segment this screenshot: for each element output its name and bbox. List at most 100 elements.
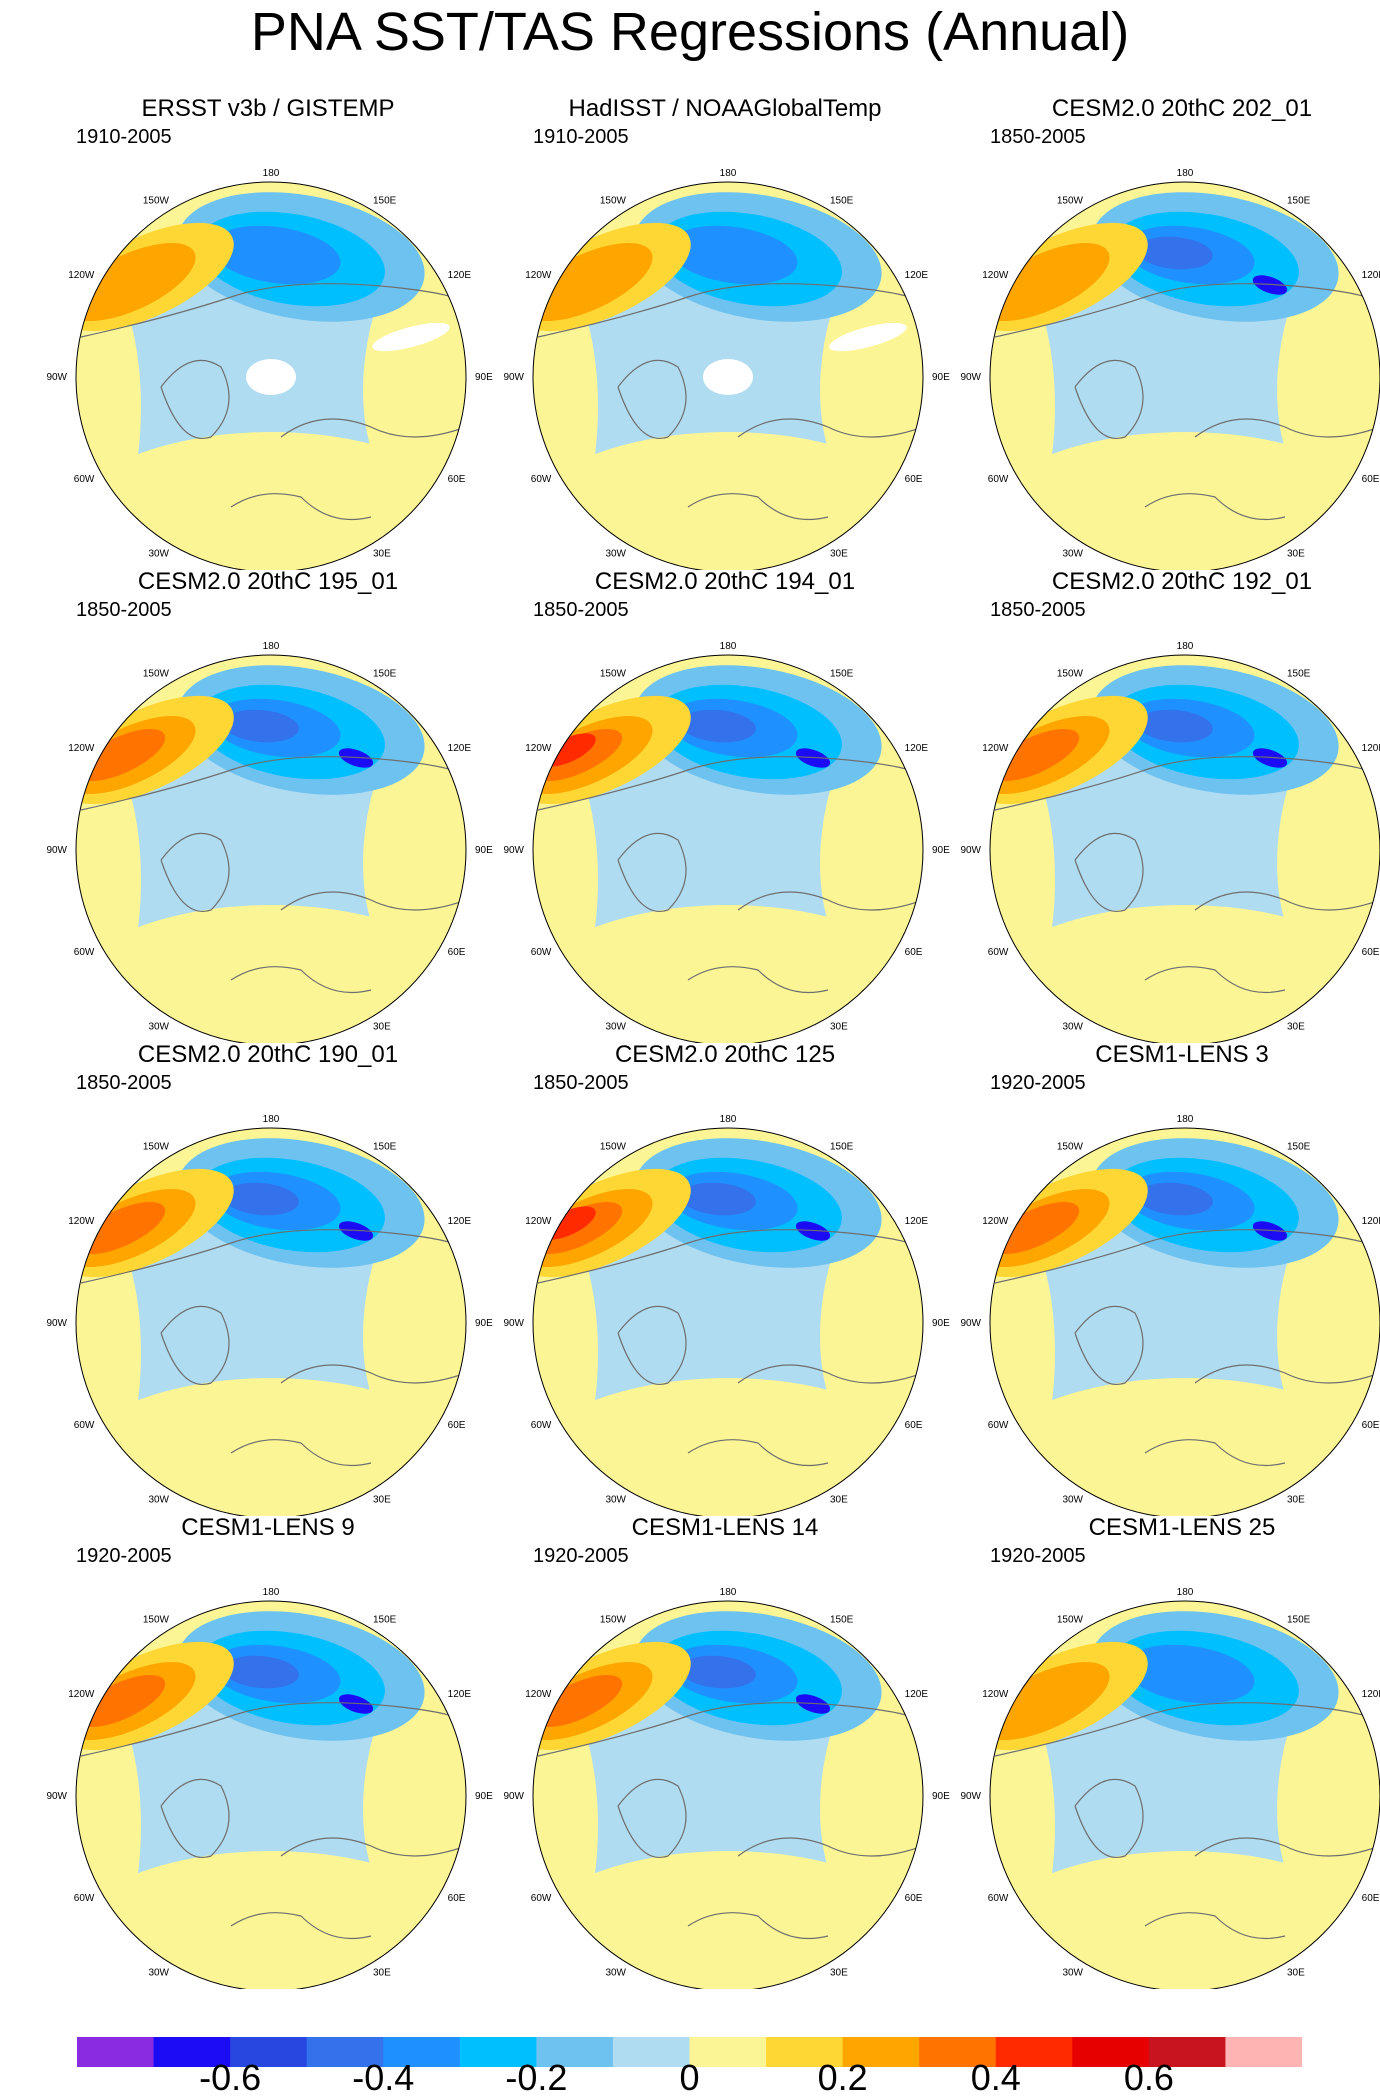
greenland-outline [1074,359,1144,439]
pacific-cold-core [680,709,756,743]
panel-period: 1850-2005 [533,1072,629,1094]
lon-label-ene: 120E [905,743,929,754]
eurasia-coastline [737,1837,923,1857]
pacific-cold-core [223,709,299,743]
polar-map: 180150E120E90E60E30E030W60W90W120W150W [46,641,493,1043]
lon-label-wsw: 60W [74,474,95,485]
panel-title: CESM2.0 20thC 190_01 [137,1041,399,1068]
europe-coastline [687,1439,829,1467]
lon-label-wsw: 60W [988,474,1009,485]
lon-label-wsw: 60W [531,947,552,958]
lon-label-n: 180 [263,1587,280,1598]
lon-label-wnw: 120W [525,743,552,754]
atlantic-warm-zone [990,432,1380,570]
america-warm-mid [990,243,1110,321]
lon-label-wsw: 60W [531,474,552,485]
colorbar-swatch [306,2037,384,2067]
lon-label-wnw: 120W [982,743,1009,754]
lon-label-e: 90E [475,372,493,383]
lon-label-n: 180 [720,168,737,179]
lon-label-wnw: 120W [982,1689,1009,1700]
panel-title: CESM2.0 20thC 194_01 [594,568,856,595]
lon-label-nnw: 150W [600,195,627,206]
lon-label-ese: 60E [448,1893,466,1904]
lon-label-wsw: 60W [74,1893,95,1904]
lon-label-ese: 60E [1362,474,1380,485]
lon-label-wnw: 120W [68,1689,95,1700]
lon-label-ssw: 30W [148,1022,169,1033]
lon-label-wnw: 120W [68,1216,95,1227]
lon-label-w: 90W [503,372,524,383]
pacific-cold-core [223,1655,299,1689]
lon-label-ssw: 30W [148,1968,169,1979]
polar-map: 180150E120E90E60E30E030W60W90W120W150W [503,1587,950,1989]
map-border [989,181,1380,570]
eurasia-coastline [737,1364,923,1384]
lon-label-ssw: 30W [605,1022,626,1033]
america-warm-inner [990,1201,1080,1255]
west-warm-zone [990,267,1055,547]
colorbar-swatch [1148,2037,1226,2067]
lon-label-sse: 30E [830,549,848,560]
lon-label-ssw: 30W [605,1495,626,1506]
atlantic-warm-zone [533,1851,923,1989]
lon-label-wsw: 60W [531,1893,552,1904]
lon-label-nne: 150E [830,195,854,206]
lon-label-w: 90W [960,372,981,383]
eurasia-coastline [280,1364,466,1384]
pacific-cold-peak [1252,275,1288,295]
coastlines [537,756,923,994]
panel-title: HadISST / NOAAGlobalTemp [568,95,882,122]
pacific-cold-peak [338,748,374,768]
eurasia-coastline [280,1837,466,1857]
lon-label-sse: 30E [1287,549,1305,560]
lon-label-w: 90W [503,1318,524,1329]
panel-title: CESM2.0 20thC 192_01 [1051,568,1313,595]
west-warm-zone [990,1686,1055,1966]
colorbar-swatch [153,2037,231,2067]
lon-label-nne: 150E [830,1141,854,1152]
eurasia-coastline [280,418,466,438]
atlantic-warm-zone [990,1851,1380,1989]
pacific-cold-peak [795,748,831,768]
lon-label-ese: 60E [448,474,466,485]
america-warm-inner [76,1201,166,1255]
map-panel: CESM1-LENS 9180150E120E90E60E30E030W60W9… [38,1514,498,1989]
polar-map: 180150E120E90E60E30E030W60W90W120W150W [46,1587,493,1989]
lon-label-w: 90W [46,1318,67,1329]
panel-title: CESM2.0 20thC 195_01 [137,568,399,595]
panel-period: 1850-2005 [533,599,629,621]
lon-label-ene: 120E [1362,1216,1380,1227]
lon-label-e: 90E [475,845,493,856]
europe-coastline [687,966,829,994]
lon-label-n: 180 [1177,168,1194,179]
polar-map: 180150E120E90E60E30E030W60W90W120W150W [503,641,950,1043]
map-border [532,1600,924,1989]
map-border [989,654,1380,1043]
lon-label-n: 180 [263,641,280,652]
lon-label-ssw: 30W [605,549,626,560]
greenland-outline [1074,1305,1144,1385]
lon-label-ssw: 30W [1062,549,1083,560]
panel-period: 1910-2005 [76,126,172,148]
lon-label-ene: 120E [905,1216,929,1227]
eurasia-coastline [737,418,923,438]
eurasia-coastline [1194,1364,1380,1384]
lon-label-sse: 30E [830,1968,848,1979]
atlantic-warm-zone [76,1851,466,1989]
greenland-outline [160,832,230,912]
lon-label-sse: 30E [1287,1495,1305,1506]
lon-label-wnw: 120W [982,1216,1009,1227]
lon-label-wnw: 120W [68,743,95,754]
lon-label-ese: 60E [448,1420,466,1431]
colorbar-swatch [1225,2037,1302,2067]
lon-label-ene: 120E [448,270,472,281]
panel-period: 1850-2005 [990,599,1086,621]
panel-period: 1850-2005 [990,126,1086,148]
missing-data-patch [829,322,907,352]
lon-label-sse: 30E [830,1022,848,1033]
europe-coastline [230,966,372,994]
lon-label-wnw: 120W [525,1689,552,1700]
europe-coastline [230,493,372,521]
polar-map: 180150E120E90E60E30E030W60W90W120W150W [46,1114,493,1516]
